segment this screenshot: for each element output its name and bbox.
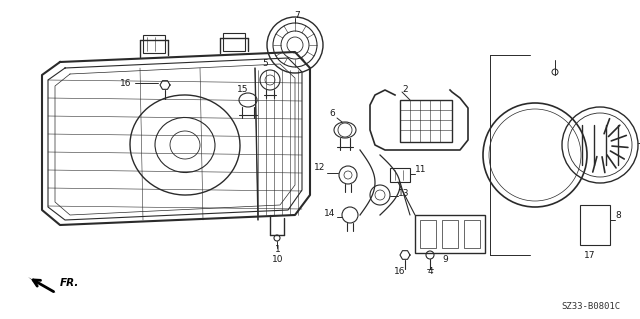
FancyArrowPatch shape [33,280,54,292]
Bar [420,220,436,248]
Text: 7: 7 [294,11,300,19]
Text: 5: 5 [262,58,268,68]
Text: 8: 8 [615,211,621,219]
Bar [464,220,480,248]
Bar [580,205,610,245]
Text: 13: 13 [398,189,410,197]
Text: 2: 2 [402,85,408,94]
Bar [390,168,410,182]
Bar [442,220,458,248]
Text: 17: 17 [584,250,596,259]
Text: SZ33-B0801C: SZ33-B0801C [561,302,620,311]
Text: 10: 10 [272,256,284,264]
Text: 15: 15 [237,85,249,94]
Text: 1: 1 [275,246,281,255]
Bar [143,35,165,53]
Polygon shape [28,277,56,293]
Text: 4: 4 [427,268,433,277]
Bar [415,215,485,253]
Bar [400,100,452,142]
Text: 14: 14 [324,209,335,218]
Text: FR.: FR. [60,278,79,288]
Bar [223,33,245,51]
Text: 16: 16 [394,268,406,277]
Text: 11: 11 [415,166,426,174]
Text: 12: 12 [314,162,325,172]
Text: 16: 16 [120,78,131,87]
Text: 9: 9 [442,256,448,264]
Text: 6: 6 [329,108,335,117]
